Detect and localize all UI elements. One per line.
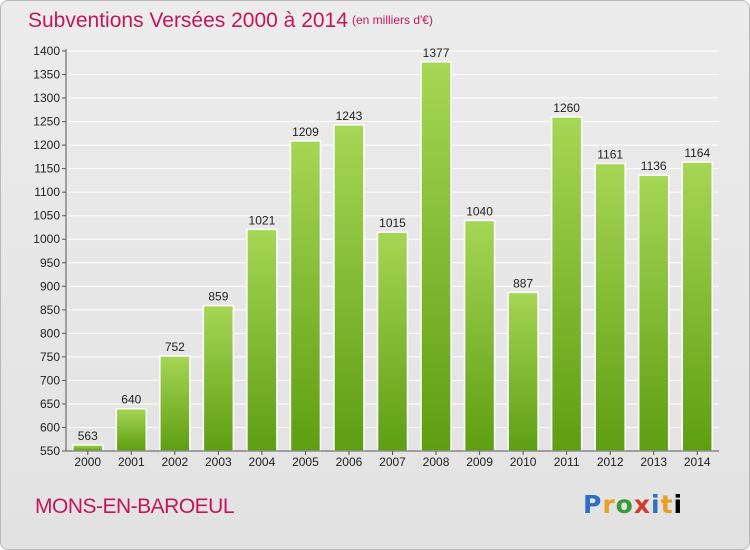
y-tick-label: 650: [40, 397, 60, 411]
proxiti-logo: Proxiti: [583, 490, 683, 519]
y-tick-label: 1100: [34, 185, 60, 199]
data-label-2013: 1136: [641, 159, 667, 173]
bar-2004: [246, 228, 278, 452]
x-tick-label-2014: 2014: [684, 455, 711, 469]
data-label-2001: 640: [121, 393, 141, 407]
logo-letter: i: [651, 490, 661, 519]
bar-2000: [72, 444, 104, 452]
bar-2006: [333, 124, 365, 452]
data-label-2000: 563: [78, 429, 98, 443]
x-tick-label-2003: 2003: [205, 455, 232, 469]
bar-2008: [420, 61, 452, 452]
x-tick-label-2009: 2009: [466, 455, 493, 469]
y-tick-label: 1400: [33, 44, 60, 58]
y-tick-label: 1000: [33, 232, 60, 246]
logo-letter: P: [583, 490, 603, 519]
y-tick-label: 850: [40, 303, 60, 317]
data-label-2014: 1164: [684, 146, 710, 160]
x-tick-label-2005: 2005: [292, 455, 319, 469]
data-labels: 563 640 752 859 1021 1209 1243 1015 1377 1040 887 1…: [78, 46, 711, 443]
x-tick-label-2004: 2004: [249, 455, 276, 469]
data-label-2004: 1021: [249, 213, 276, 227]
bar-2001: [115, 407, 148, 452]
y-tick-label: 750: [40, 350, 60, 364]
y-tick-label: 900: [40, 279, 60, 293]
y-tick-label: 1350: [33, 68, 60, 82]
x-tick-label-2010: 2010: [510, 455, 537, 469]
commune-name: MONS-EN-BAROEUL: [35, 495, 235, 518]
y-tick-label: 1050: [33, 209, 60, 223]
data-label-2005: 1209: [292, 125, 319, 139]
y-tick-label: 550: [40, 444, 60, 458]
y-tick-label: 700: [40, 373, 60, 387]
data-label-2012: 1161: [597, 147, 623, 161]
y-tick-label: 1200: [33, 138, 60, 152]
logo-letter: x: [633, 490, 651, 519]
y-tick-label: 600: [40, 420, 60, 434]
bar-2011: [550, 116, 583, 452]
data-label-2006: 1243: [336, 109, 363, 123]
bar-2005: [289, 140, 322, 452]
logo-letter: i: [673, 490, 684, 519]
logo-letter: o: [615, 490, 634, 519]
axes: 550 600 650 700 750 800 850 900 950 1000 1050 1100 1…: [33, 44, 719, 469]
data-label-2003: 859: [208, 290, 228, 304]
data-label-2010: 887: [513, 276, 533, 290]
bar-2013: [637, 174, 670, 452]
x-tick-label-2012: 2012: [597, 455, 624, 469]
y-tick-label: 1150: [34, 162, 60, 176]
x-tick-label-2007: 2007: [379, 455, 406, 469]
x-tick-label-2000: 2000: [74, 455, 101, 469]
bar-2003: [202, 304, 235, 452]
bar-2002: [159, 355, 191, 452]
data-label-2008: 1377: [423, 46, 450, 60]
bar-2012: [594, 162, 626, 452]
bars: [72, 61, 713, 452]
y-tick-label: 950: [40, 256, 60, 270]
bar-2014: [681, 161, 713, 452]
x-tick-label-2002: 2002: [161, 455, 188, 469]
bar-2010: [507, 291, 539, 452]
bar-2007: [376, 231, 409, 452]
data-label-2007: 1015: [379, 216, 406, 230]
y-tick-label: 800: [40, 326, 60, 340]
bar-2009: [463, 219, 496, 452]
y-tick-label: 1300: [33, 91, 60, 105]
x-tick-label-2006: 2006: [336, 455, 363, 469]
logo-letter: t: [660, 490, 674, 519]
data-label-2009: 1040: [466, 204, 493, 218]
logo-letter: r: [602, 490, 616, 519]
x-tick-label-2008: 2008: [423, 455, 450, 469]
x-tick-label-2001: 2001: [118, 455, 145, 469]
chart-title: Subventions Versées 2000 à 2014: [28, 9, 348, 32]
chart-subtitle: (en milliers d'€): [352, 13, 433, 27]
y-tick-label: 1250: [33, 115, 60, 129]
data-label-2002: 752: [165, 340, 185, 354]
data-label-2011: 1260: [553, 101, 580, 115]
x-tick-label-2011: 2011: [554, 455, 580, 469]
x-tick-label-2013: 2013: [640, 455, 667, 469]
